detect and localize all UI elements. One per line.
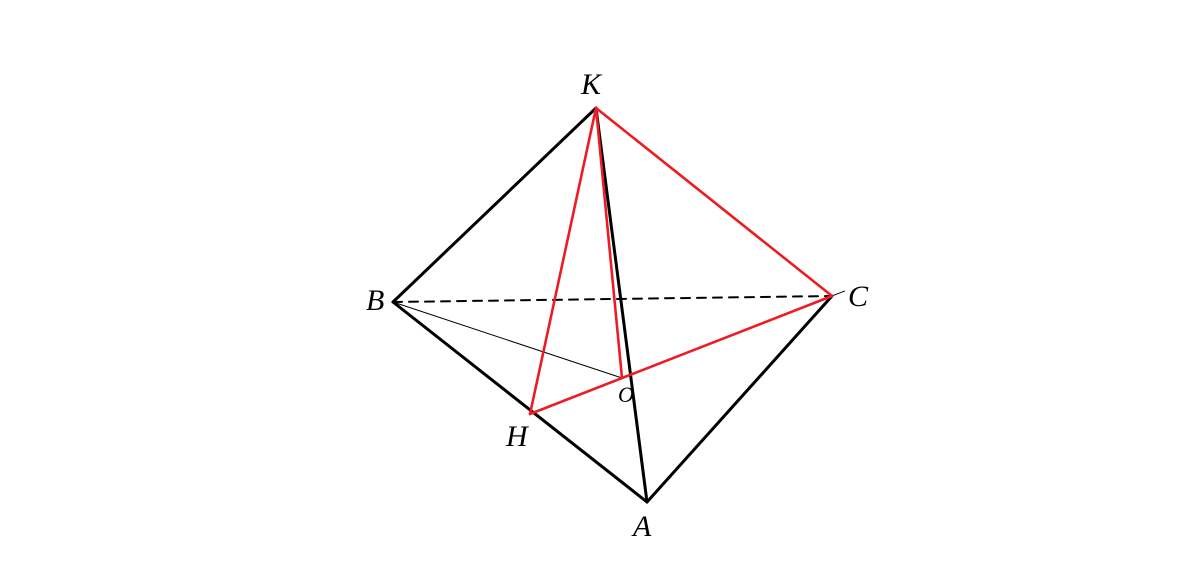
- vertex-label-K: K: [580, 68, 603, 101]
- edge-B-C: [393, 296, 832, 302]
- edges-layer: [393, 108, 845, 502]
- tetrahedron-diagram: K B C A H O: [0, 0, 1200, 577]
- edge-H-C: [530, 296, 832, 414]
- vertex-label-H: H: [505, 420, 530, 453]
- vertex-label-A: A: [631, 510, 652, 543]
- edge-K-H: [530, 108, 596, 414]
- edge-K-B: [393, 108, 596, 302]
- edge-B-A: [393, 302, 647, 502]
- labels-layer: K B C A H O: [366, 68, 869, 543]
- vertex-label-O: O: [618, 382, 634, 407]
- edge-A-C: [647, 296, 832, 502]
- edge-B-O: [393, 302, 622, 378]
- vertex-label-B: B: [366, 284, 384, 317]
- edge-K-O: [596, 108, 622, 378]
- edge-K-C: [596, 108, 832, 296]
- vertex-label-C: C: [848, 280, 869, 313]
- edge-K-A: [596, 108, 647, 502]
